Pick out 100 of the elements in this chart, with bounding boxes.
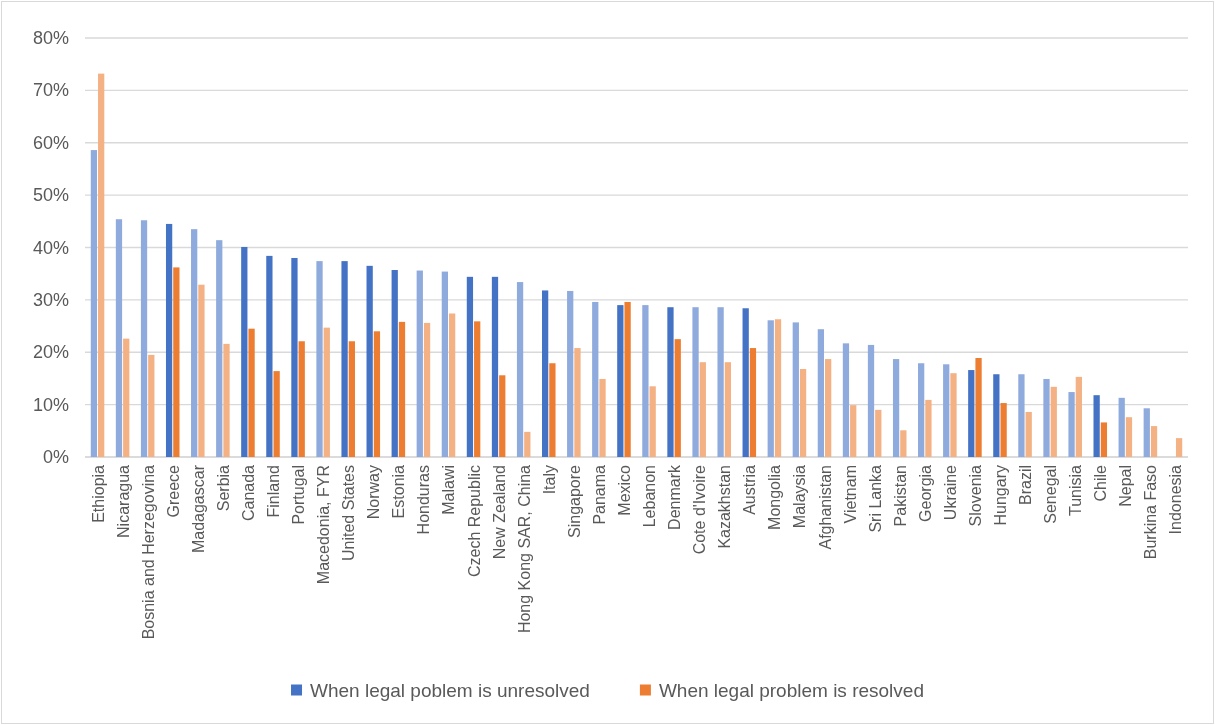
bar — [850, 405, 857, 457]
bar — [867, 344, 875, 457]
bar — [825, 359, 832, 457]
bar — [1118, 397, 1125, 457]
bar — [1000, 403, 1007, 457]
bar — [373, 331, 381, 457]
bar — [323, 327, 330, 457]
bar — [749, 348, 757, 457]
bar — [348, 341, 355, 457]
bar — [667, 307, 674, 457]
x-tick-label: Senegal — [1041, 465, 1059, 524]
bar — [742, 308, 749, 457]
bar — [248, 328, 255, 457]
bar — [943, 364, 950, 457]
x-tick-label: Indonesia — [1166, 464, 1184, 535]
bar — [892, 359, 900, 457]
bar — [692, 307, 699, 457]
x-tick-label: Burkina Faso — [1141, 464, 1159, 560]
bar — [1068, 392, 1075, 457]
bar — [950, 373, 957, 457]
bar — [541, 290, 549, 457]
y-tick-label: 70% — [32, 80, 69, 101]
bar — [90, 150, 98, 457]
x-tick-label: Macedonia, FYR — [314, 465, 332, 585]
legend-label: When legal problem is resolved — [658, 679, 924, 701]
bar — [448, 313, 456, 457]
bar — [441, 271, 448, 457]
y-tick-label: 0% — [42, 447, 69, 467]
bar — [191, 229, 198, 457]
bar — [925, 399, 932, 457]
bar — [968, 370, 975, 457]
bar — [918, 363, 925, 457]
x-tick-label: Malaysia — [790, 464, 808, 529]
x-tick-label: Ethiopia — [89, 464, 107, 523]
x-tick-label: Slovenia — [966, 464, 984, 527]
x-tick-label: Mexico — [615, 464, 633, 516]
bar — [567, 290, 574, 457]
x-tick-label: Vietnam — [841, 465, 859, 524]
bar — [173, 267, 180, 457]
bar — [466, 276, 474, 457]
bar — [549, 363, 556, 457]
bar — [241, 246, 248, 457]
bar — [1075, 376, 1082, 457]
x-tick-label: Denmark — [665, 464, 683, 530]
x-tick-label: Nepal — [1116, 465, 1134, 507]
y-tick-label: 40% — [32, 237, 69, 258]
bar — [98, 73, 105, 457]
x-tick-label: Czech Republic — [465, 465, 483, 578]
bar — [1175, 438, 1183, 457]
bar — [298, 341, 305, 457]
x-tick-label: Estonia — [389, 464, 407, 519]
bar — [875, 409, 882, 457]
bar — [674, 339, 681, 457]
y-tick-label: 20% — [32, 342, 69, 363]
x-tick-label: Madagascar — [189, 464, 207, 554]
x-tick-label: Singapore — [565, 464, 583, 538]
bar — [516, 282, 524, 457]
bar — [1150, 426, 1158, 457]
bar — [724, 362, 732, 457]
y-tick-label: 80% — [32, 28, 69, 48]
bar — [474, 321, 481, 457]
bar — [699, 362, 706, 457]
bar — [140, 220, 148, 457]
bar — [1018, 374, 1025, 457]
bar — [717, 307, 724, 457]
bar — [617, 305, 624, 457]
bar — [975, 358, 982, 457]
x-tick-label: Honduras — [414, 465, 432, 535]
x-tick-label: Finland — [264, 465, 282, 518]
x-tick-label: Sri Lanka — [866, 464, 884, 533]
x-tick-label: Mongolia — [765, 464, 783, 530]
bar — [273, 371, 280, 457]
bar — [291, 257, 298, 457]
bar — [148, 354, 155, 457]
bar — [115, 219, 123, 457]
bar — [592, 301, 599, 457]
bar — [216, 240, 223, 457]
bar — [624, 301, 631, 457]
x-tick-label: United States — [339, 465, 357, 562]
x-tick-label: Serbia — [214, 464, 232, 512]
x-tick-label: Norway — [364, 465, 382, 520]
bar — [842, 343, 850, 457]
x-tick-label: Pakistan — [891, 465, 909, 527]
bar — [341, 261, 348, 457]
bar — [366, 265, 373, 457]
y-tick-label: 30% — [32, 289, 69, 310]
bar — [774, 319, 782, 457]
x-tick-label: Kazakhstan — [715, 465, 733, 549]
bar — [1093, 395, 1100, 457]
bar — [423, 322, 431, 457]
x-tick-label: Ukraine — [941, 464, 959, 521]
bar — [1100, 422, 1108, 457]
x-tick-label: Hong Kong SAR, China — [515, 464, 533, 634]
bar — [123, 338, 130, 457]
bar — [223, 343, 230, 457]
x-tick-label: Nicaragua — [114, 464, 132, 538]
x-tick-label: Georgia — [916, 464, 934, 522]
bar — [499, 375, 506, 457]
x-tick-label: Afghanistan — [816, 465, 834, 550]
bar — [491, 276, 499, 457]
